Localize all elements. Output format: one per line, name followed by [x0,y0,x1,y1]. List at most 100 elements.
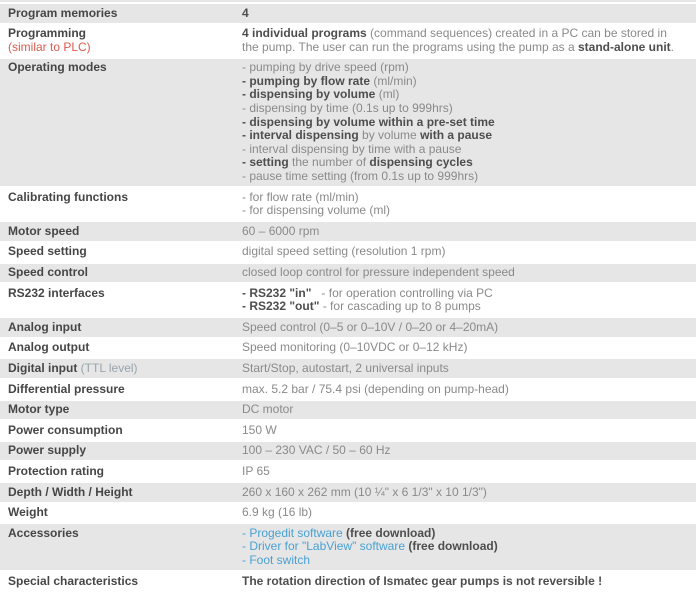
value-line: - dispensing by time (0.1s up to 999hrs) [242,101,682,116]
spec-row: Special characteristics The rotation dire… [0,572,696,591]
spec-row: Depth / Width / Height 260 x 160 x 262 mm… [0,483,696,502]
label-line: Digital input (TTL level) [8,360,242,376]
spec-label: Power supply [0,444,242,458]
spec-value-text: - for dispensing volume (ml) [242,203,391,218]
label-line: Operating modes [8,60,242,75]
value-line: - pumping by drive speed (rpm) [242,60,682,75]
spec-row: Speed setting digital speed setting (reso… [0,243,696,262]
spec-label: Calibrating functions [0,189,242,205]
spec-value: max. 5.2 bar / 75.4 psi (depending on pu… [242,381,696,397]
value-line: 260 x 160 x 262 mm (10 ¼" x 6 1/3" x 10 … [242,484,682,500]
label-line: (similar to PLC) [8,39,242,55]
value-line: 60 – 6000 rpm [242,224,682,239]
specification-table: Program memories 4 Programming (similar to … [0,4,700,591]
spec-row: Speed control closed loop control for pre… [0,263,696,283]
link-progedit-software[interactable]: - Progedit software [242,525,343,540]
spec-label-text: Analog input [8,319,82,334]
spec-label: Weight [0,505,242,520]
spec-value: - pumping by drive speed (rpm) - pumping … [242,60,696,183]
spec-value: 260 x 160 x 262 mm (10 ¼" x 6 1/3" x 10 … [242,484,696,500]
spec-value: - for flow rate (ml/min) - for dispensing… [242,189,696,218]
spec-label-text: Digital input [8,360,81,375]
spec-label: Analog output [0,341,242,355]
spec-row: Calibrating functions - for flow rate (ml… [0,188,696,220]
spec-label-text: Analog output [8,340,90,355]
spec-value-text: - RS232 "in" [242,285,312,300]
spec-value-text: dispensing cycles [369,155,473,170]
link-foot-switch[interactable]: - Foot switch [242,552,311,567]
spec-row: Protection rating IP 65 [0,462,696,481]
spec-value: 150 W [242,422,696,438]
label-line: Program memories [8,6,242,21]
link-labview-driver[interactable]: - Driver for "LabView" software [242,539,406,554]
spec-row: Programming (similar to PLC) 4 individual … [0,25,696,57]
label-line: Speed setting [8,245,242,259]
spec-value-text: IP 65 [242,463,270,478]
spec-value: 6.9 kg (16 lb) [242,505,696,520]
value-line: - Progedit software (free download) [242,525,682,541]
value-line: Speed monitoring (0–10VDC or 0–12 kHz) [242,341,682,355]
value-line: 100 – 230 VAC / 50 – 60 Hz [242,444,682,458]
spec-value-text: (ml/min) [370,73,417,88]
spec-label-text: Speed control [8,265,89,279]
spec-value: - Progedit software (free download) - Dri… [242,525,696,568]
spec-value-text: digital speed setting (resolution 1 rpm) [242,244,446,259]
spec-value-text: Speed monitoring (0–10VDC or 0–12 kHz) [242,340,468,355]
spec-label-text: (similar to PLC) [8,39,91,54]
label-line: Special characteristics [8,573,242,589]
value-line: IP 65 [242,463,682,479]
spec-value-text: - for flow rate (ml/min) [242,189,359,204]
label-line: Power consumption [8,422,242,438]
spec-value-text: - dispensing by time (0.1s up to 999hrs) [242,101,453,116]
spec-row: Differential pressure max. 5.2 bar / 75.4… [0,380,696,399]
value-line: closed loop control for pressure indepen… [242,265,682,280]
spec-label-text: Special characteristics [8,573,139,588]
spec-row: Power supply 100 – 230 VAC / 50 – 60 Hz [0,441,696,461]
spec-label-text: Operating modes [8,60,107,75]
spec-row: Motor type DC motor [0,400,696,420]
value-line: Start/Stop, autostart, 2 universal input… [242,360,682,376]
value-line: digital speed setting (resolution 1 rpm) [242,245,682,259]
spec-label-text: Power consumption [8,422,123,437]
value-line: - RS232 "in" - for operation controlling… [242,285,682,301]
spec-label-text: Motor type [8,402,70,417]
spec-value-text: max. 5.2 bar / 75.4 psi (depending on pu… [242,381,509,396]
value-line: 150 W [242,422,682,438]
spec-label: Programming (similar to PLC) [0,26,242,55]
spec-value-text: (free download) [342,525,436,540]
label-line: Power supply [8,444,242,458]
spec-label: Depth / Width / Height [0,485,242,500]
spec-row: Accessories - Progedit software (free dow… [0,524,696,570]
spec-value: Speed monitoring (0–10VDC or 0–12 kHz) [242,341,696,355]
spec-value-text: the number of [288,155,370,170]
spec-value-text: (command sequences) created in a PC can … [242,26,671,54]
spec-row: Power consumption 150 W [0,421,696,440]
value-line: - setting the number of dispensing cycle… [242,156,682,170]
spec-value-text: 4 [242,5,249,20]
spec-row: Motor speed 60 – 6000 rpm [0,222,696,241]
spec-value: The rotation direction of Ismatec gear p… [242,574,696,589]
spec-label: Accessories [0,526,242,541]
value-line: - for flow rate (ml/min) [242,189,682,205]
spec-label: Differential pressure [0,382,242,397]
spec-label-text: Power supply [8,443,87,458]
spec-value: 4 [242,5,696,21]
spec-label: Program memories [0,6,242,21]
spec-label-text: Calibrating functions [8,189,128,204]
spec-value-text: 150 W [242,422,277,437]
spec-value-text: - dispensing by volume [242,87,376,102]
spec-row: RS232 interfaces - RS232 "in" - for opera… [0,284,696,316]
spec-value: Start/Stop, autostart, 2 universal input… [242,360,696,376]
spec-label: Digital input (TTL level) [0,360,242,376]
spec-row: Digital input (TTL level) Start/Stop, aut… [0,359,696,379]
spec-value-text: 260 x 160 x 262 mm (10 ¼" x 6 1/3" x 10 … [242,484,487,499]
spec-label: RS232 interfaces [0,286,242,301]
spec-row: Weight 6.9 kg (16 lb) [0,504,696,523]
spec-value-text: Start/Stop, autostart, 2 universal input… [242,360,449,375]
spec-label-text: Speed setting [8,244,87,259]
spec-value-text: (free download) [405,539,498,554]
label-line: Analog input [8,319,242,335]
spec-value-text: - RS232 "out" [242,299,320,314]
label-line: Analog output [8,341,242,355]
spec-row: Analog output Speed monitoring (0–10VDC o… [0,339,696,358]
